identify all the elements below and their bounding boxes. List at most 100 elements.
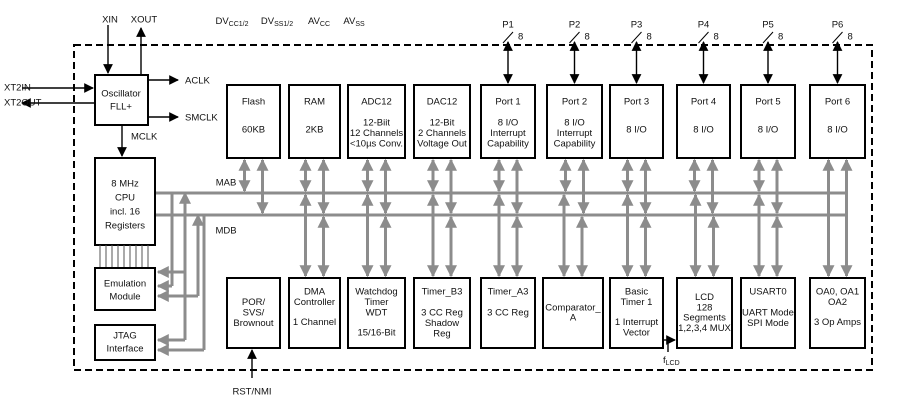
top-block bbox=[347, 84, 406, 159]
top-block bbox=[226, 84, 281, 159]
label-main: f bbox=[663, 355, 666, 366]
label: Emulation bbox=[104, 279, 146, 290]
jtag-block bbox=[94, 324, 156, 361]
label: DVCC1/2 bbox=[215, 16, 248, 29]
label: POR/ bbox=[242, 297, 266, 308]
label: 15/16-Bit bbox=[357, 327, 395, 338]
bus-width-slash bbox=[698, 31, 709, 44]
label: 3 Op Amps bbox=[814, 317, 861, 328]
label: Interface bbox=[107, 344, 144, 355]
bus-width-slash bbox=[832, 31, 843, 44]
label: SPI Mode bbox=[747, 318, 789, 329]
label: OA0, OA1 bbox=[816, 287, 859, 298]
label: Port 1 bbox=[495, 97, 520, 108]
label: 12-Biit bbox=[363, 118, 390, 129]
bottom-block bbox=[809, 277, 866, 349]
bottom-block bbox=[226, 277, 281, 349]
label: 2 Channels bbox=[418, 128, 466, 139]
label: Timer_A3 bbox=[488, 287, 529, 298]
label: AVCC bbox=[308, 16, 330, 29]
label: incl. 16 bbox=[110, 207, 140, 218]
label: 8 bbox=[518, 32, 523, 43]
label: Registers bbox=[105, 221, 145, 232]
label: XT2OUT bbox=[4, 98, 42, 109]
top-block bbox=[413, 84, 471, 159]
label: JTAG bbox=[113, 331, 137, 342]
label: A bbox=[570, 313, 577, 324]
bottom-block bbox=[740, 277, 796, 349]
bottom-block bbox=[347, 277, 406, 349]
top-block bbox=[546, 84, 603, 159]
label: P1 bbox=[502, 20, 514, 31]
bus-width-slash bbox=[569, 31, 580, 44]
oscillator-block bbox=[94, 74, 149, 126]
label: 12 Channels bbox=[350, 128, 404, 139]
label: Shadow bbox=[425, 318, 459, 329]
label: Module bbox=[109, 292, 140, 303]
label: 8 bbox=[848, 32, 853, 43]
bus-width-slash bbox=[762, 31, 774, 44]
label: 8 I/O bbox=[827, 125, 848, 136]
top-block bbox=[480, 84, 536, 159]
bottom-block bbox=[609, 277, 664, 349]
label: WDT bbox=[366, 307, 388, 318]
label: Brownout bbox=[233, 318, 273, 329]
label: Flash bbox=[242, 97, 265, 108]
label: Capability bbox=[487, 139, 529, 150]
bus-width-slash bbox=[502, 31, 514, 44]
label: Comparator_ bbox=[545, 302, 601, 313]
label: Timer 1 bbox=[621, 297, 653, 308]
label: fLCD bbox=[663, 355, 680, 368]
label: FLL+ bbox=[110, 102, 132, 113]
label: P2 bbox=[569, 20, 581, 31]
label: Timer bbox=[365, 297, 389, 308]
label: 8 bbox=[778, 32, 783, 43]
label: SVS/ bbox=[243, 308, 265, 319]
label: 8 I/O bbox=[758, 125, 779, 136]
label: Vector bbox=[623, 327, 650, 338]
label: Timer_B3 bbox=[422, 287, 463, 298]
label: 8 bbox=[714, 32, 719, 43]
label-sub: CC bbox=[320, 21, 330, 28]
label: 8 I/O bbox=[693, 125, 714, 136]
label: Port 4 bbox=[691, 97, 716, 108]
label: Port 3 bbox=[624, 97, 649, 108]
label: Interrupt bbox=[557, 128, 593, 139]
label: 1 Channel bbox=[293, 317, 336, 328]
top-block bbox=[288, 84, 341, 159]
label: RAM bbox=[304, 97, 325, 108]
bottom-block bbox=[542, 277, 604, 349]
label: Interrupt bbox=[490, 128, 526, 139]
label: Reg bbox=[433, 329, 450, 340]
label: 1,2,3,4 MUX bbox=[678, 323, 731, 334]
label: 8 I/O bbox=[498, 118, 519, 129]
label: XOUT bbox=[131, 15, 158, 26]
label-sub: SS bbox=[355, 21, 365, 28]
label: 3 CC Reg bbox=[487, 308, 529, 319]
label: Segments bbox=[683, 313, 726, 324]
label-main: DV bbox=[261, 16, 275, 27]
label: SMCLK bbox=[185, 113, 218, 124]
label: LCD bbox=[695, 292, 714, 303]
label: P4 bbox=[698, 20, 710, 31]
bottom-block bbox=[413, 277, 471, 349]
top-block bbox=[809, 84, 866, 159]
label: P5 bbox=[762, 20, 774, 31]
label: 8 bbox=[585, 32, 590, 43]
label: DVSS1/2 bbox=[261, 16, 293, 29]
label: Port 2 bbox=[562, 97, 587, 108]
label: DMA bbox=[304, 287, 326, 298]
label: 1 Interrupt bbox=[615, 317, 659, 328]
label: P6 bbox=[832, 20, 844, 31]
label-sub: CC1/2 bbox=[229, 21, 249, 28]
label: 8 I/O bbox=[564, 118, 585, 129]
label: 60KB bbox=[242, 125, 265, 136]
bottom-block bbox=[480, 277, 536, 349]
label: MAB bbox=[216, 178, 237, 189]
label: 128 bbox=[697, 302, 713, 313]
label: XT2IN bbox=[4, 83, 31, 94]
label: DAC12 bbox=[427, 97, 458, 108]
label: 3 CC Reg bbox=[421, 308, 463, 319]
label: UART Mode bbox=[742, 308, 794, 319]
